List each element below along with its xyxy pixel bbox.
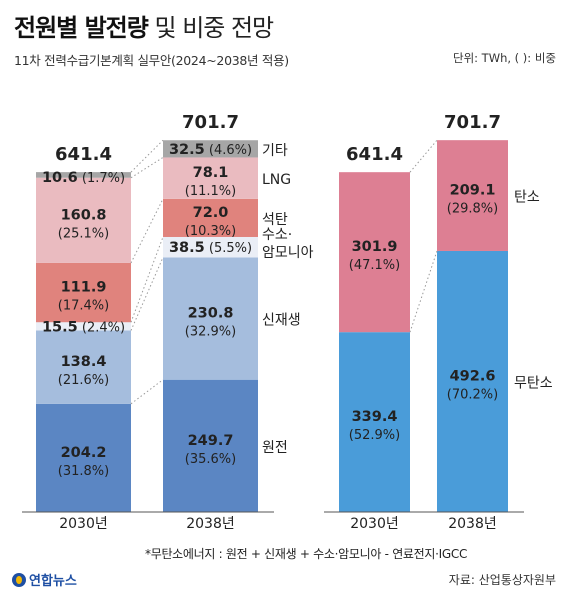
legend-carbon-free: 무탄소 bbox=[514, 375, 553, 391]
x-tick-left-1: 2038년 bbox=[186, 516, 235, 532]
total-left-1: 701.7 bbox=[182, 112, 239, 133]
connector-left-0 bbox=[130, 379, 164, 405]
logo: 연합뉴스 bbox=[12, 570, 77, 589]
right-0-1-value: 301.9 bbox=[352, 239, 398, 255]
chart-subtitle: 11차 전력수급기본계획 실무안(2024~2038년 적용) bbox=[14, 53, 289, 68]
total-right-1: 701.7 bbox=[444, 112, 501, 133]
left-2030-coal-value: 111.9 bbox=[61, 280, 107, 296]
connector-left-1 bbox=[130, 257, 164, 331]
bar-1-seg-3 bbox=[163, 198, 258, 237]
bar-1-seg-1 bbox=[163, 257, 258, 380]
total-left-0: 641.4 bbox=[55, 144, 112, 165]
title-bold: 전원별 발전량 bbox=[14, 14, 149, 42]
left-2030-hydrogen-label: 15.5 (2.4%) bbox=[42, 319, 125, 335]
bar-1-seg-2 bbox=[163, 236, 258, 258]
yonhap-logo-icon bbox=[12, 572, 26, 587]
title-light: 및 비중 전망 bbox=[154, 14, 274, 42]
left-2038-other-label: 32.5 (4.6%) bbox=[169, 142, 252, 158]
source-note: 자료: 산업통상자원부 bbox=[448, 573, 556, 587]
connector-left-5 bbox=[130, 139, 164, 173]
legend-hydrogen: 수소· 암모니아 bbox=[262, 227, 314, 261]
left-2038-renewable-share: (32.9%) bbox=[185, 325, 236, 340]
right-0-0-share: (52.9%) bbox=[349, 428, 400, 443]
right-1-1-share: (29.8%) bbox=[447, 202, 498, 217]
bar-0-seg-1 bbox=[36, 330, 131, 404]
left-2030-lng-share: (25.1%) bbox=[58, 226, 109, 241]
left-2038-coal-value: 72.0 bbox=[193, 205, 229, 221]
right-1-0-value: 492.6 bbox=[450, 368, 496, 384]
legend-nuclear: 원전 bbox=[262, 440, 288, 456]
bar-0-seg-0 bbox=[36, 403, 131, 512]
right-0-1-share: (47.1%) bbox=[349, 258, 400, 273]
left-2030-coal-share: (17.4%) bbox=[58, 299, 109, 314]
left-2030-nuclear-value: 204.2 bbox=[61, 445, 107, 461]
bar-right-1-seg-1 bbox=[437, 140, 508, 251]
logo-text: 연합뉴스 bbox=[29, 574, 77, 589]
bar-1-seg-0 bbox=[163, 379, 258, 512]
footnote: *무탄소에너지 : 원전 + 신재생 + 수소·암모니아 - 연료전지·IGCC bbox=[145, 547, 468, 561]
right-1-0-share: (70.2%) bbox=[447, 387, 498, 402]
bar-right-0-seg-1 bbox=[339, 172, 410, 333]
connector-left-2 bbox=[130, 236, 164, 323]
left-2038-lng-value: 78.1 bbox=[193, 165, 229, 181]
bar-0-seg-4 bbox=[36, 177, 131, 263]
legend-lng: LNG bbox=[262, 172, 291, 188]
left-2038-lng-share: (11.1%) bbox=[185, 184, 236, 199]
left-2038-nuclear-share: (35.6%) bbox=[185, 452, 236, 467]
left-2038-hydrogen-label: 38.5 (5.5%) bbox=[169, 240, 252, 256]
left-2030-renewable-share: (21.6%) bbox=[58, 373, 109, 388]
legend-carbon: 탄소 bbox=[514, 190, 540, 206]
bar-1-seg-4 bbox=[163, 157, 258, 199]
bar-0-seg-3 bbox=[36, 262, 131, 323]
legend-coal: 석탄 bbox=[262, 212, 288, 228]
left-2038-renewable-value: 230.8 bbox=[188, 306, 234, 322]
legend-other: 기타 bbox=[262, 143, 288, 159]
connector-left-3 bbox=[130, 198, 164, 264]
bar-1-seg-5 bbox=[163, 140, 258, 158]
left-2030-renewable-value: 138.4 bbox=[61, 354, 107, 370]
right-0-0-value: 339.4 bbox=[352, 409, 398, 425]
legend-renewable: 신재생 bbox=[262, 313, 301, 329]
bar-right-0-seg-0 bbox=[339, 332, 410, 512]
x-tick-right-1: 2038년 bbox=[448, 516, 497, 532]
unit-note: 단위: TWh, ( ): 비중 bbox=[452, 51, 556, 65]
left-2030-other-label: 10.6 (1.7%) bbox=[42, 170, 125, 186]
left-2030-lng-value: 160.8 bbox=[61, 207, 107, 223]
connector-right-1 bbox=[409, 139, 438, 173]
x-tick-left-0: 2030년 bbox=[59, 516, 108, 532]
left-2030-nuclear-share: (31.8%) bbox=[58, 464, 109, 479]
connector-right-0 bbox=[409, 250, 438, 333]
total-right-0: 641.4 bbox=[346, 144, 403, 165]
bar-right-1-seg-0 bbox=[437, 250, 508, 512]
bar-0-seg-2 bbox=[36, 322, 131, 331]
connector-left-4 bbox=[130, 157, 164, 179]
right-1-1-value: 209.1 bbox=[450, 183, 496, 199]
left-2038-nuclear-value: 249.7 bbox=[188, 433, 234, 449]
chart-title: 전원별 발전량 및 비중 전망 bbox=[14, 8, 274, 43]
left-2038-coal-share: (10.3%) bbox=[185, 224, 236, 239]
x-tick-right-0: 2030년 bbox=[350, 516, 399, 532]
bar-0-seg-5 bbox=[36, 172, 131, 178]
